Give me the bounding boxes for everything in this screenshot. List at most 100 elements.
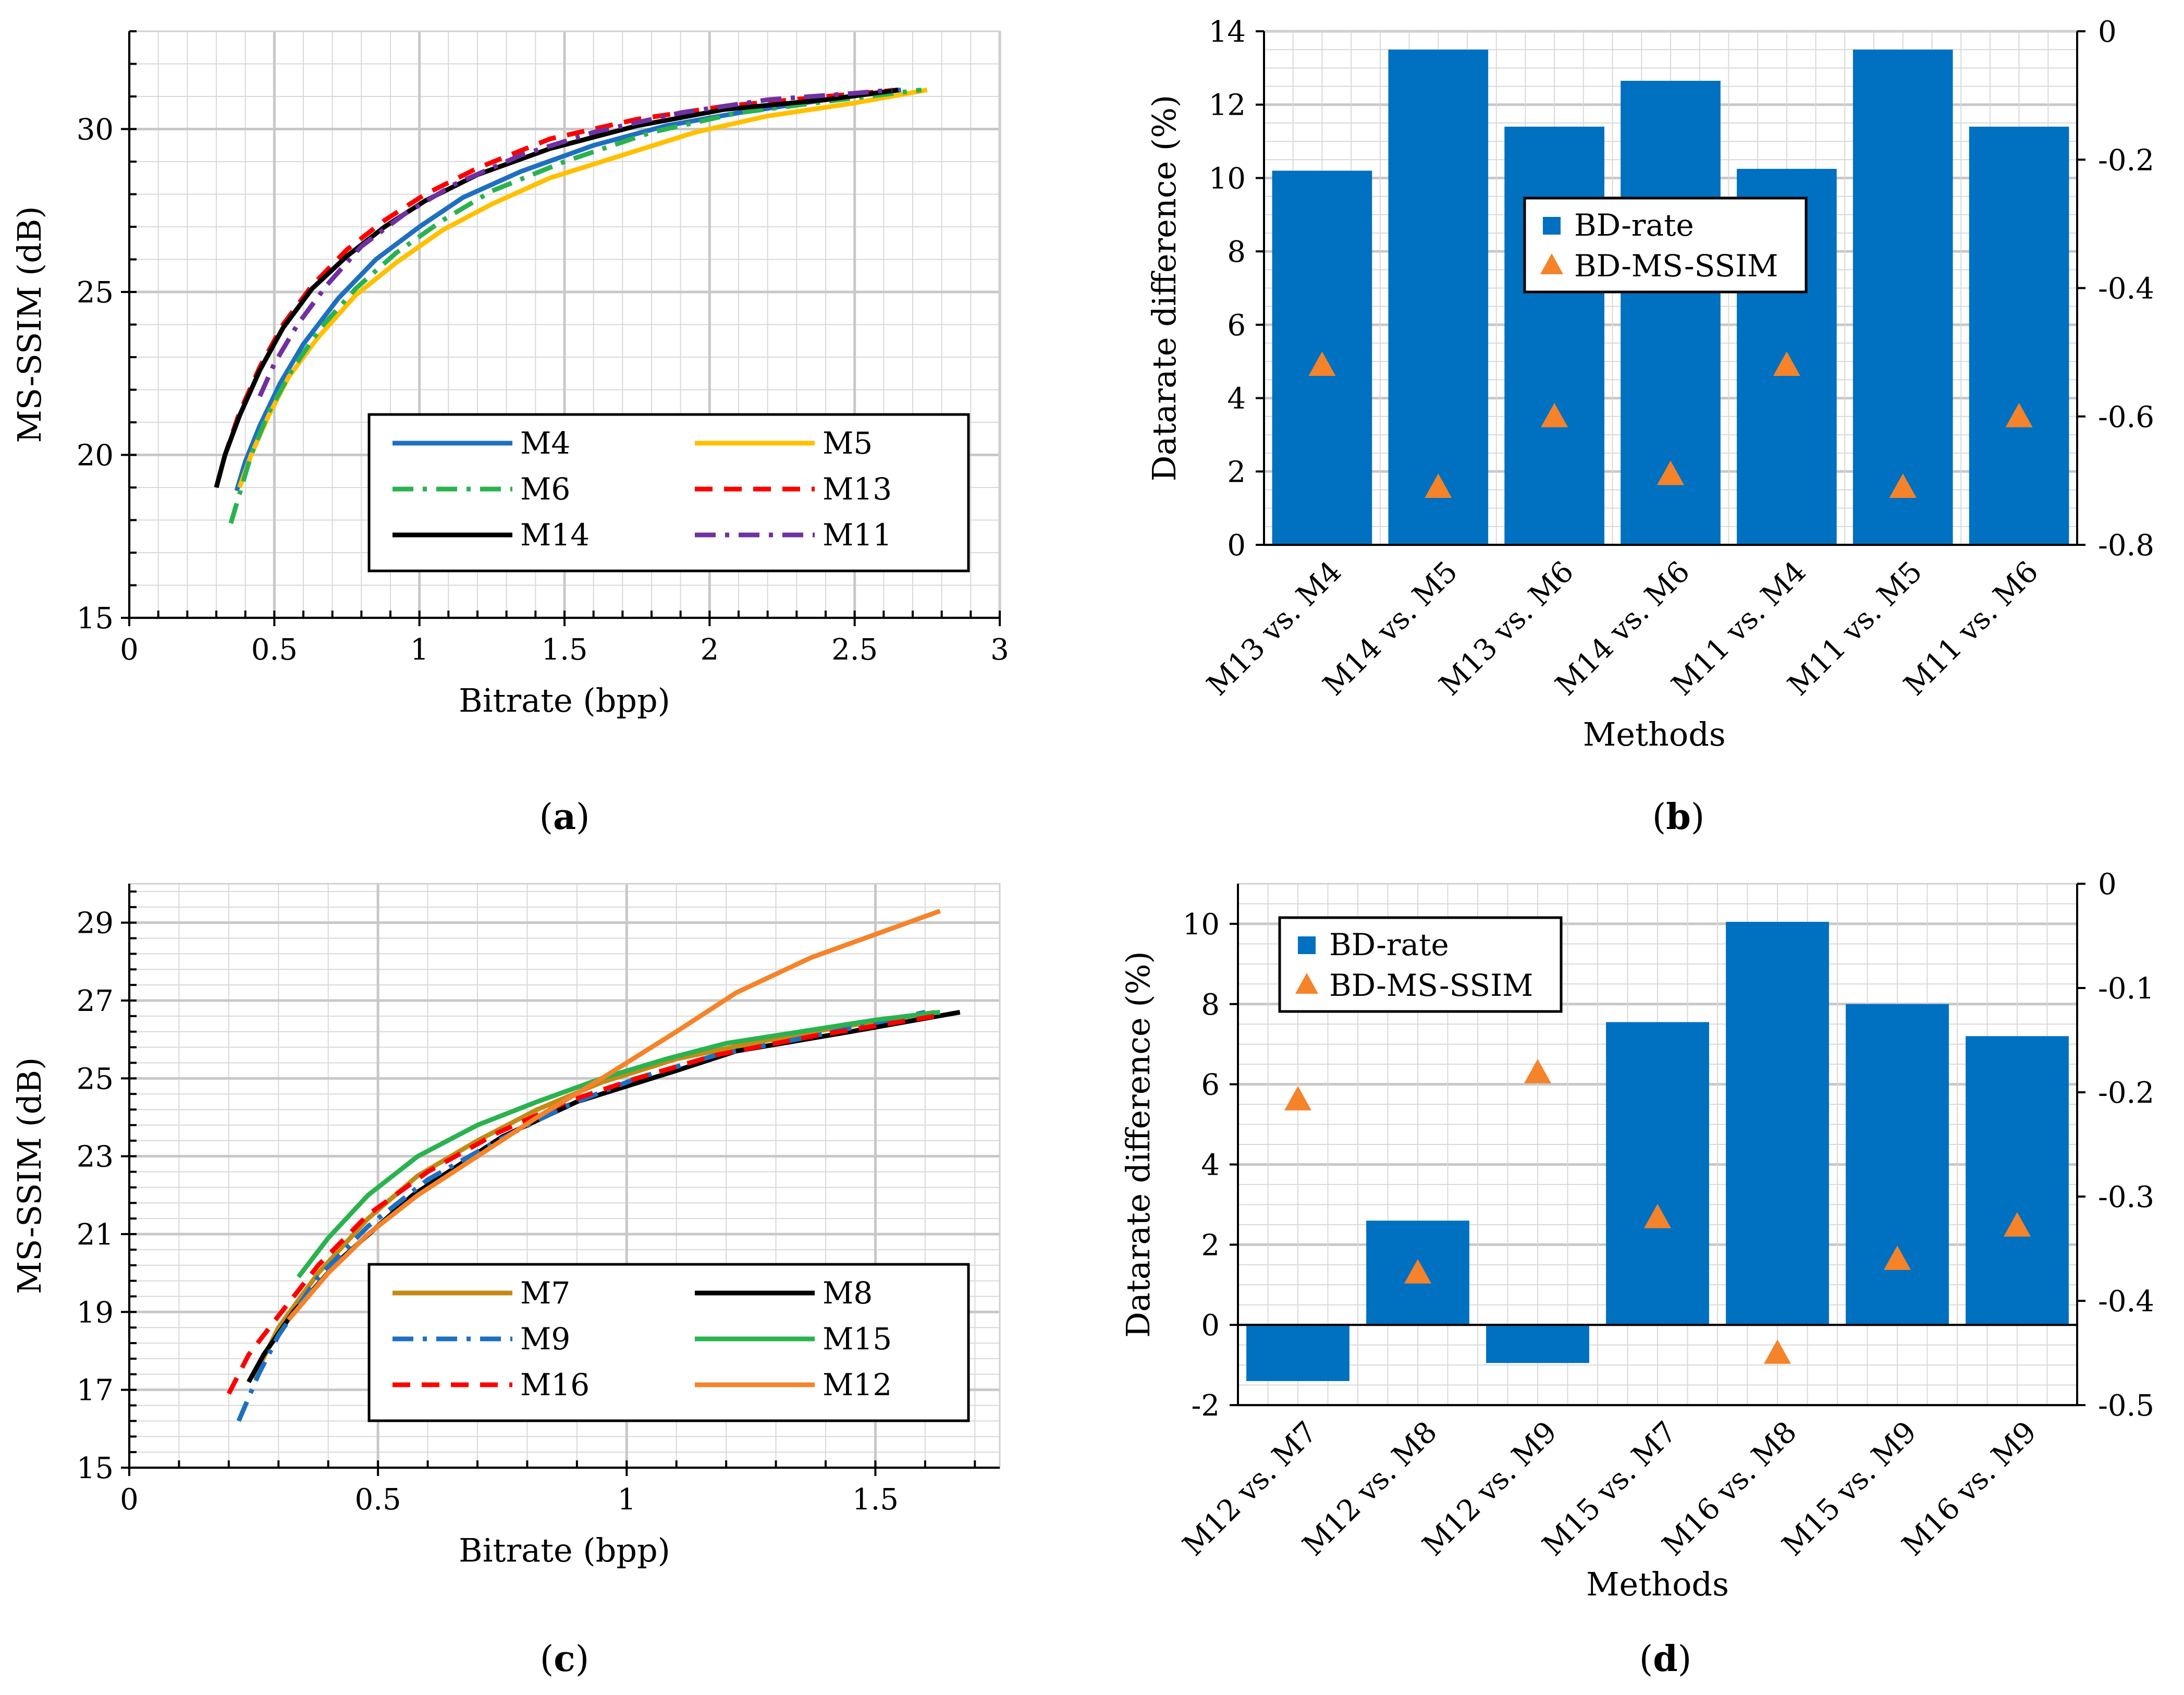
legend-box: [1523, 197, 1808, 294]
triangle-marker: [1644, 1204, 1671, 1228]
triangle-marker: [1764, 1339, 1791, 1364]
legend-label: BD-MS-SSIM: [1329, 968, 1533, 1003]
bar: [1852, 50, 1953, 545]
caption-paren-close: ): [1691, 797, 1705, 838]
x-tick-label: 1.5: [852, 1483, 899, 1517]
x-axis-title: Methods: [1583, 715, 1726, 753]
y-tick-label: 4: [1227, 382, 1246, 416]
legend-swatch-bd-rate: [1298, 936, 1316, 954]
legend-label: M16: [520, 1367, 590, 1403]
y-tick-label: 25: [77, 276, 114, 310]
y-tick-label: 29: [77, 907, 114, 941]
series-line-m12: [286, 909, 941, 1322]
y-tick-label: 0: [1201, 1309, 1220, 1343]
caption-letter: d: [1653, 1638, 1678, 1680]
caption-paren-close: ): [575, 1639, 590, 1680]
legend-label: M9: [520, 1321, 570, 1357]
series-line-m14: [214, 88, 899, 489]
y2-tick-label: -0.6: [2098, 400, 2154, 434]
caption-paren-close: ): [1678, 1639, 1692, 1680]
chart-a: 0 0.5 1 1.5 2 2.5 3 15 20 25 30 Bitrate (bpp) MS-SSI…: [10, 30, 1009, 838]
y-tick-label: 17: [77, 1374, 114, 1408]
y-tick-label: 4: [1201, 1148, 1220, 1182]
y-tick-label: 15: [77, 602, 114, 636]
x-tick-label: 0.5: [355, 1483, 401, 1517]
bar: [1966, 1036, 2069, 1325]
triangle-marker: [2005, 403, 2033, 428]
bar: [1388, 50, 1489, 545]
legend-label: M5: [823, 425, 873, 461]
y-tick-label: 27: [77, 984, 114, 1018]
bar: [1606, 1022, 1709, 1325]
y-axis-title: MS-SSIM (dB): [10, 1057, 48, 1294]
legend-label: M11: [823, 517, 892, 553]
legend-box: [367, 413, 970, 572]
y2-tick-label: -0.5: [2098, 1389, 2154, 1423]
y2-tick-label: -0.2: [2098, 143, 2154, 177]
legend-label: BD-rate: [1329, 927, 1449, 962]
bar: [1486, 1325, 1589, 1363]
triangle-marker: [1308, 351, 1336, 376]
y2-tick-label: -0.3: [2098, 1180, 2154, 1214]
legend-swatch-bd-rate: [1543, 217, 1561, 235]
legend-label: BD-rate: [1574, 208, 1694, 243]
y2-tick-label: -0.1: [2098, 972, 2154, 1006]
legend-label: M8: [823, 1275, 873, 1311]
y2-tick-label: -0.4: [2098, 1285, 2154, 1319]
subfigure-caption: (d): [1639, 1638, 1692, 1680]
bar: [1726, 922, 1829, 1325]
x-tick-label: 0: [120, 633, 139, 667]
legend-swatch-bd-ms-ssim: [1295, 973, 1318, 994]
x-axis-title: Bitrate (bpp): [459, 681, 670, 720]
legend-swatch-bd-ms-ssim: [1540, 253, 1563, 274]
y-tick-label: 15: [77, 1452, 114, 1485]
legend-box: [1278, 916, 1563, 1013]
series-line-m6: [228, 88, 922, 525]
triangle-marker: [1657, 460, 1684, 485]
legend-label: M15: [823, 1321, 892, 1357]
y-tick-label: 6: [1227, 309, 1246, 343]
triangle-marker: [1773, 351, 1800, 376]
y-axis-title: MS-SSIM (dB): [10, 206, 48, 443]
series-line-m7: [251, 1009, 936, 1380]
series-line-m9: [236, 1009, 926, 1422]
caption-letter: b: [1666, 796, 1691, 838]
triangle-marker: [1284, 1086, 1311, 1111]
y-tick-label: 2: [1227, 455, 1246, 489]
triangle-marker: [1404, 1259, 1431, 1284]
legend: M7 M8 M9 M15 M16 M12: [367, 1263, 970, 1422]
y-tick-label: 30: [77, 113, 114, 147]
legend: M4 M5 M6 M13 M14 M11: [367, 413, 970, 572]
triangle-marker: [1425, 473, 1452, 498]
legend-label: BD-MS-SSIM: [1574, 248, 1778, 284]
series-line-m15: [296, 1009, 941, 1278]
caption-paren-open: (: [1639, 1639, 1653, 1680]
y2-tick-label: 0: [2098, 868, 2117, 901]
y2-tick-label: -0.8: [2098, 529, 2154, 563]
y-tick-label: 0: [1227, 529, 1246, 563]
x-tick-label: 1.5: [541, 633, 587, 667]
triangle-marker: [1884, 1246, 1911, 1270]
x-tick-label: 0.5: [251, 633, 298, 667]
subfigure-caption: (a): [539, 796, 590, 838]
subfigure-caption: (c): [540, 1638, 589, 1680]
y2-tick-label: -0.2: [2098, 1076, 2154, 1110]
y-axis-title: Datarate difference (%): [1145, 95, 1183, 481]
legend-label: M4: [520, 425, 570, 461]
x-tick-label: 0: [120, 1483, 139, 1517]
y-tick-label: 21: [77, 1218, 114, 1252]
caption-letter: a: [553, 796, 576, 838]
y-tick-label: 6: [1201, 1068, 1220, 1102]
triangle-marker: [2004, 1212, 2031, 1237]
legend: BD-rate BD-MS-SSIM: [1523, 197, 1808, 294]
triangle-marker: [1889, 473, 1917, 498]
bar: [1246, 1325, 1349, 1381]
legend: BD-rate BD-MS-SSIM: [1278, 916, 1563, 1013]
y-tick-label: 8: [1227, 235, 1246, 269]
caption-paren-open: (: [540, 1639, 554, 1680]
legend-label: M13: [823, 471, 892, 507]
y-tick-label: -2: [1191, 1389, 1220, 1423]
legend-label: M7: [520, 1275, 570, 1311]
